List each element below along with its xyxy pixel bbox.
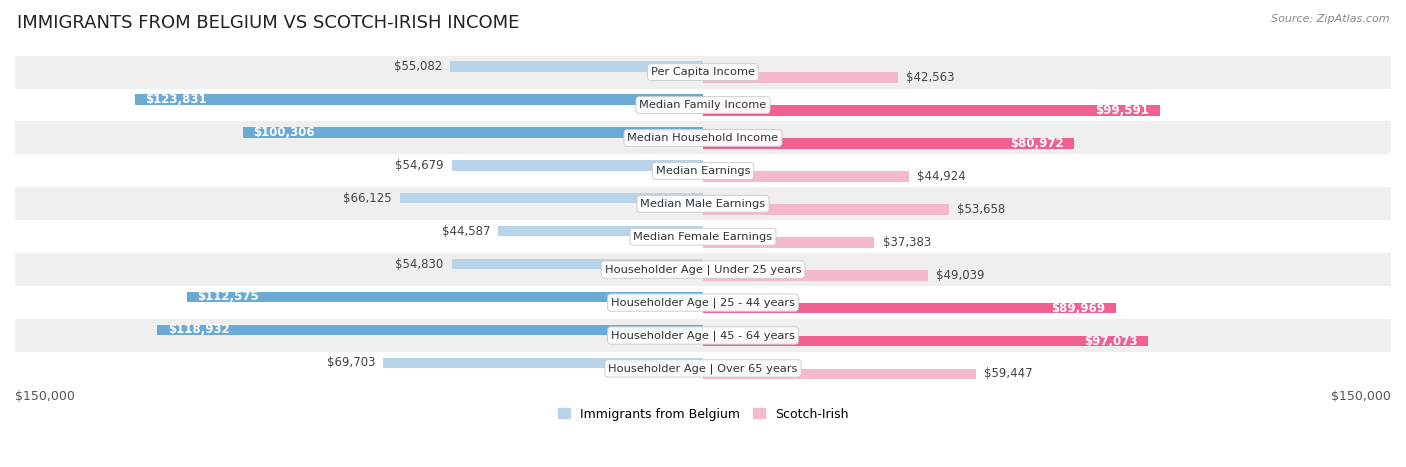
Text: $54,830: $54,830 xyxy=(395,257,443,270)
Text: $59,447: $59,447 xyxy=(984,368,1032,381)
Bar xyxy=(450,61,703,72)
Bar xyxy=(703,237,875,248)
Text: Householder Age | 25 - 44 years: Householder Age | 25 - 44 years xyxy=(612,297,794,308)
Bar xyxy=(15,253,1391,286)
Text: Median Household Income: Median Household Income xyxy=(627,133,779,143)
Text: $42,563: $42,563 xyxy=(907,71,955,84)
Bar xyxy=(15,187,1391,220)
Bar xyxy=(15,352,1391,385)
Bar xyxy=(243,127,703,138)
Text: $55,082: $55,082 xyxy=(394,60,441,73)
Text: $100,306: $100,306 xyxy=(253,126,315,139)
Text: $66,125: $66,125 xyxy=(343,191,391,205)
Bar xyxy=(15,121,1391,155)
Text: Householder Age | 45 - 64 years: Householder Age | 45 - 64 years xyxy=(612,330,794,341)
Bar xyxy=(703,138,1074,149)
Text: $37,383: $37,383 xyxy=(883,236,931,249)
Text: IMMIGRANTS FROM BELGIUM VS SCOTCH-IRISH INCOME: IMMIGRANTS FROM BELGIUM VS SCOTCH-IRISH … xyxy=(17,14,519,32)
Bar xyxy=(703,303,1115,313)
Text: $118,932: $118,932 xyxy=(167,323,229,336)
Text: $44,924: $44,924 xyxy=(917,170,966,183)
Legend: Immigrants from Belgium, Scotch-Irish: Immigrants from Belgium, Scotch-Irish xyxy=(553,403,853,425)
Bar xyxy=(15,89,1391,121)
Bar xyxy=(703,171,910,182)
Text: Median Family Income: Median Family Income xyxy=(640,100,766,110)
Text: $54,679: $54,679 xyxy=(395,159,444,172)
Bar xyxy=(703,369,976,379)
Bar xyxy=(15,220,1391,253)
Bar xyxy=(15,155,1391,187)
Text: $53,658: $53,658 xyxy=(957,203,1005,216)
Bar xyxy=(187,292,703,302)
Text: $80,972: $80,972 xyxy=(1011,137,1064,150)
Text: Source: ZipAtlas.com: Source: ZipAtlas.com xyxy=(1271,14,1389,24)
Bar xyxy=(15,286,1391,319)
Bar xyxy=(703,106,1160,116)
Bar xyxy=(15,56,1391,89)
Bar xyxy=(453,160,703,170)
Text: Median Earnings: Median Earnings xyxy=(655,166,751,176)
Text: Householder Age | Over 65 years: Householder Age | Over 65 years xyxy=(609,363,797,374)
Bar xyxy=(135,94,703,105)
Bar xyxy=(399,193,703,204)
Bar xyxy=(157,325,703,335)
Text: $150,000: $150,000 xyxy=(1331,390,1391,403)
Text: $123,831: $123,831 xyxy=(145,93,207,106)
Bar xyxy=(499,226,703,236)
Bar xyxy=(703,270,928,281)
Text: $97,073: $97,073 xyxy=(1084,334,1137,347)
Text: Median Male Earnings: Median Male Earnings xyxy=(641,199,765,209)
Bar xyxy=(703,336,1149,347)
Text: $99,591: $99,591 xyxy=(1095,104,1150,117)
Text: $89,969: $89,969 xyxy=(1052,302,1105,315)
Bar xyxy=(451,259,703,269)
Bar xyxy=(703,72,898,83)
Text: Median Female Earnings: Median Female Earnings xyxy=(634,232,772,242)
Text: $112,575: $112,575 xyxy=(197,290,259,304)
Bar xyxy=(15,319,1391,352)
Bar xyxy=(384,358,703,368)
Text: $150,000: $150,000 xyxy=(15,390,75,403)
Bar xyxy=(703,204,949,215)
Text: $69,703: $69,703 xyxy=(326,356,375,369)
Text: $49,039: $49,039 xyxy=(936,269,984,282)
Text: Per Capita Income: Per Capita Income xyxy=(651,67,755,77)
Text: $44,587: $44,587 xyxy=(441,225,491,238)
Text: Householder Age | Under 25 years: Householder Age | Under 25 years xyxy=(605,264,801,275)
